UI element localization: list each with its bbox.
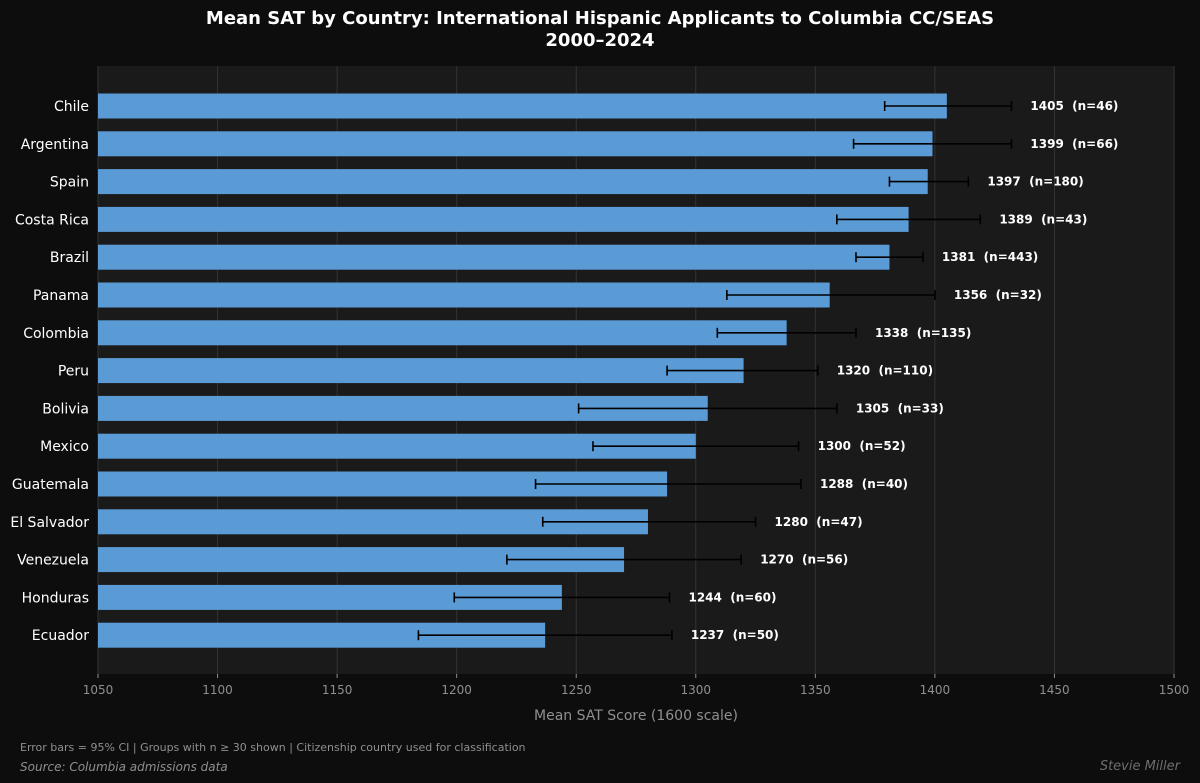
y-tick-label: Colombia xyxy=(23,326,89,342)
x-axis: 1050 1100 1150 1200 1250 1300 1350 1400 1450 1500 xyxy=(83,674,1190,697)
y-tick-label: Panama xyxy=(33,288,89,304)
y-tick-label: Bolivia xyxy=(42,401,89,417)
source-note: Source: Columbia admissions data xyxy=(20,760,228,774)
y-tick-label: Ecuador xyxy=(32,628,89,644)
data-label: 1320 (n=110) xyxy=(837,364,933,378)
error-bar xyxy=(888,176,970,187)
data-label: 1270 (n=56) xyxy=(760,553,848,567)
error-bar xyxy=(855,252,924,263)
y-tick-label: Mexico xyxy=(40,439,89,455)
data-label: 1399 (n=66) xyxy=(1030,137,1118,151)
error-bar xyxy=(883,101,1013,111)
error-bars xyxy=(417,101,1013,641)
error-bar xyxy=(541,516,757,527)
bar xyxy=(98,244,890,270)
data-label: 1280 (n=47) xyxy=(775,515,863,529)
x-axis-label: Mean SAT Score (1600 scale) xyxy=(534,708,738,724)
error-bar xyxy=(852,138,1013,149)
x-tick-label: 1200 xyxy=(441,683,472,697)
x-tick-label: 1350 xyxy=(800,683,831,697)
error-bar xyxy=(506,554,743,565)
y-tick-label: Guatemala xyxy=(12,477,89,493)
y-tick-label: Honduras xyxy=(22,590,89,606)
error-bar xyxy=(836,214,982,225)
data-label: 1338 (n=135) xyxy=(875,326,971,340)
footnote: Error bars = 95% CI | Groups with n ≥ 30… xyxy=(20,741,526,754)
author-credit: Stevie Miller xyxy=(1099,759,1180,774)
chart-subtitle: 2000–2024 xyxy=(545,30,655,51)
error-bar xyxy=(716,327,857,338)
error-bar xyxy=(417,630,673,641)
y-axis: Chile Argentina Spain Costa Rica Brazil Panam… xyxy=(10,99,89,644)
y-tick-label: El Salvador xyxy=(10,515,89,531)
error-bar xyxy=(577,403,838,414)
data-label: 1397 (n=180) xyxy=(987,175,1083,189)
data-label: 1381 (n=443) xyxy=(942,250,1038,264)
x-tick-label: 1450 xyxy=(1039,683,1070,697)
error-bar xyxy=(592,441,800,452)
bar xyxy=(98,320,787,346)
error-bar xyxy=(534,479,802,489)
x-tick-label: 1250 xyxy=(561,683,592,697)
y-tick-label: Spain xyxy=(50,175,89,191)
x-tick-label: 1150 xyxy=(322,683,353,697)
bar xyxy=(98,206,909,232)
data-label: 1288 (n=40) xyxy=(820,477,908,491)
bar xyxy=(98,169,928,195)
error-bar xyxy=(453,592,671,603)
data-label: 1237 (n=50) xyxy=(691,628,779,642)
data-label: 1389 (n=43) xyxy=(999,212,1087,226)
y-tick-label: Costa Rica xyxy=(15,212,89,228)
bar xyxy=(98,282,830,308)
y-tick-label: Peru xyxy=(58,364,89,380)
data-label: 1300 (n=52) xyxy=(818,439,906,453)
y-tick-label: Brazil xyxy=(50,250,89,266)
x-tick-label: 1400 xyxy=(920,683,951,697)
data-label: 1356 (n=32) xyxy=(954,288,1042,302)
x-tick-label: 1500 xyxy=(1159,683,1190,697)
bar xyxy=(98,131,933,157)
x-tick-label: 1050 xyxy=(83,683,114,697)
y-tick-label: Venezuela xyxy=(17,553,89,569)
x-tick-label: 1100 xyxy=(202,683,233,697)
data-label: 1405 (n=46) xyxy=(1030,99,1118,113)
y-tick-label: Argentina xyxy=(21,137,89,153)
data-label: 1244 (n=60) xyxy=(688,590,776,604)
x-tick-label: 1300 xyxy=(681,683,712,697)
data-label: 1305 (n=33) xyxy=(856,401,944,415)
data-labels: 1405 (n=46) 1399 (n=66) 1397 (n=180) 1389 (… xyxy=(688,99,1118,642)
bar xyxy=(98,358,744,384)
error-bar xyxy=(666,365,819,376)
bars xyxy=(98,93,947,648)
bar xyxy=(98,93,947,119)
error-bar xyxy=(726,290,936,300)
chart-title: Mean SAT by Country: International Hispa… xyxy=(205,8,995,29)
y-tick-label: Chile xyxy=(54,99,89,115)
